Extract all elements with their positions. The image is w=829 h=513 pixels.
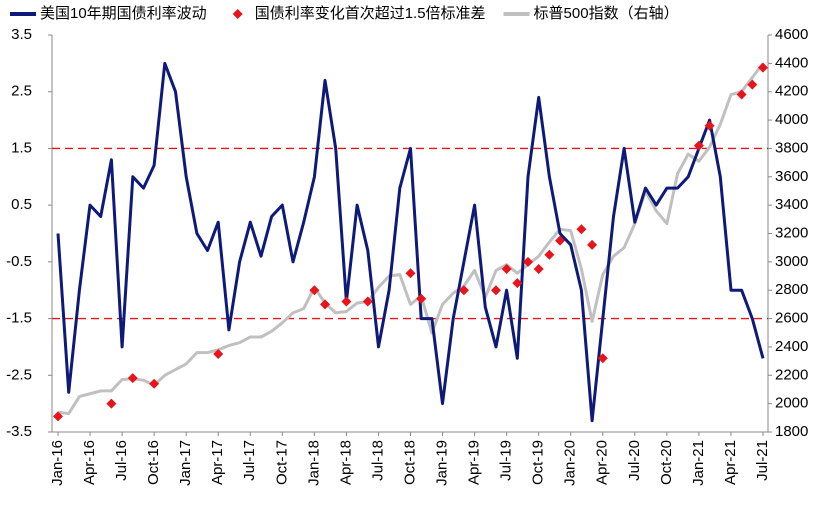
x-tick-label: Jul-19 [498,440,515,481]
diamond-marker [544,249,555,260]
legend-label: 标普500指数（右轴） [534,5,679,22]
x-tick-label: Jan-21 [690,440,707,486]
y2-tick-label: 4000 [775,111,808,128]
x-tick-label: Apr-21 [722,440,739,485]
y-tick-label: -3.5 [6,423,32,440]
diamond-marker [405,268,416,279]
diamond-marker [523,256,533,267]
x-tick-label: Jul-20 [626,440,643,481]
x-tick-label: Jan-16 [49,440,66,486]
x-tick-label: Jan-18 [305,440,322,486]
y2-tick-label: 3400 [775,196,808,213]
x-tick-label: Apr-18 [337,440,354,485]
y-tick-label: -0.5 [6,253,32,270]
y2-tick-label: 2400 [775,338,808,355]
legend-item: 标普500指数（右轴） [503,5,679,22]
diamond-marker [555,235,566,246]
diamond-marker [758,62,768,73]
x-tick-label: Oct-18 [401,440,418,485]
diamond-marker [341,296,352,307]
x-tick-label: Jul-21 [754,440,771,481]
legend-label: 美国10年期国债利率波动 [40,5,207,22]
y2-tick-label: 1800 [775,423,808,440]
diamond-marker [576,224,587,235]
diamond-marker [53,411,63,422]
diamond-marker [106,398,117,409]
diamond-marker [416,293,427,304]
legend-item: 国债利率变化首次超过1.5倍标准差 [232,5,486,22]
x-tick-label: Apr-17 [209,440,226,485]
diamond-marker [149,378,160,389]
x-tick-label: Oct-16 [145,440,162,485]
y2-tick-label: 2000 [775,395,808,412]
x-tick-label: Jan-20 [562,440,579,486]
x-tick-label: Oct-20 [658,440,675,485]
x-tick-label: Jul-17 [241,440,258,481]
diamond-marker [704,120,715,131]
y2-tick-label: 4200 [775,83,808,100]
x-tick-label: Jan-17 [177,440,194,486]
diamond-marker [362,296,373,307]
diamond-marker [213,349,224,360]
x-tick-label: Jul-16 [113,440,130,481]
y2-tick-label: 3200 [775,224,808,241]
diamond-marker [458,285,469,296]
y-tick-label: -2.5 [6,366,32,383]
legend-swatch [232,9,243,19]
diamond-marker [747,79,758,90]
series-line [56,61,765,423]
legend-label: 国债利率变化首次超过1.5倍标准差 [255,5,486,22]
y-tick-label: 0.5 [11,196,32,213]
diamond-marker [512,278,523,289]
diamond-marker [127,373,138,384]
y2-tick-label: 2200 [775,366,808,383]
y2-tick-label: 3000 [775,253,808,270]
diamond-marker [320,299,331,310]
y2-tick-label: 2800 [775,281,808,298]
y2-tick-label: 4600 [775,26,808,43]
diamond-marker [736,89,747,100]
diamond-marker [597,353,608,364]
y-tick-label: 1.5 [11,139,32,156]
legend-item: 美国10年期国债利率波动 [10,5,207,22]
y-tick-label: -1.5 [6,310,32,327]
y2-tick-label: 3600 [775,168,808,185]
y-tick-label: 3.5 [11,26,32,43]
y2-tick-label: 3800 [775,139,808,156]
x-tick-label: Apr-19 [466,440,483,485]
y2-tick-label: 2600 [775,310,808,327]
x-tick-label: Oct-19 [530,440,547,485]
x-tick-label: Jan-19 [434,440,451,486]
diamond-marker [490,285,501,296]
x-tick-label: Apr-16 [81,440,98,485]
x-tick-label: Apr-20 [594,440,611,485]
diamond-marker [309,285,320,296]
diamond-marker [533,263,544,274]
series-line [57,62,765,416]
diamond-marker [501,263,512,274]
y2-tick-label: 4400 [775,54,808,71]
diamond-marker [587,239,598,250]
x-tick-label: Jul-18 [369,440,386,481]
diamond-marker [693,140,704,151]
y-tick-label: 2.5 [11,83,32,100]
x-tick-label: Oct-17 [273,440,290,485]
